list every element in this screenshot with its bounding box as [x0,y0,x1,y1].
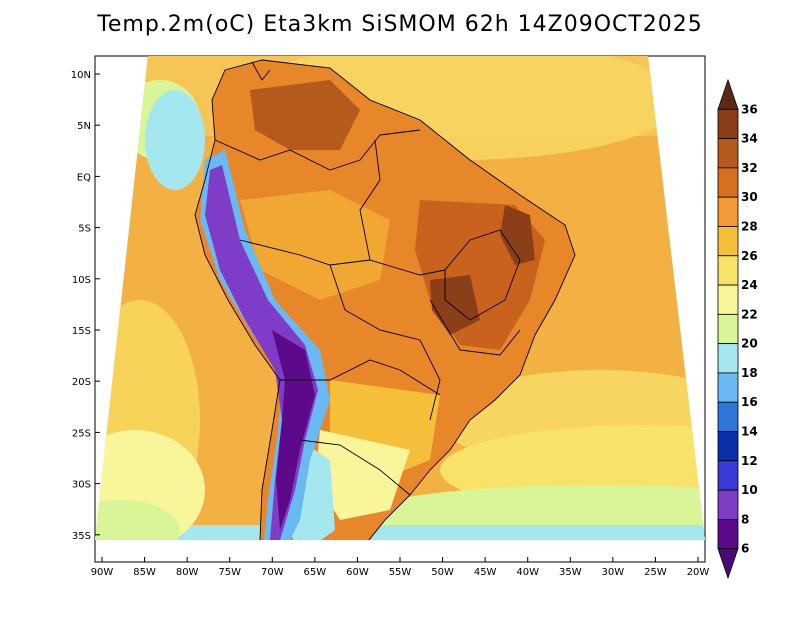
colorbar-label: 24 [741,278,758,292]
colorbar-segment [717,167,739,198]
colorbar-segment [717,519,739,550]
colorbar-label: 22 [741,307,758,321]
colorbar-segment [717,372,739,403]
lon-tick-label: 35W [559,567,582,578]
lat-tick-label: 5N [77,121,91,132]
lon-tick-label: 25W [644,567,667,578]
colorbar-arrow-bottom [717,548,739,580]
lon-tick-label: 20W [687,567,710,578]
colorbar-segment [717,138,739,169]
lon-tick-label: 85W [133,567,156,578]
colorbar-label: 18 [741,366,758,380]
lon-tick-label: 65W [304,567,327,578]
lat-tick-label: 30S [72,480,91,491]
lat-tick-label: 10S [72,275,91,286]
lon-tick-label: 30W [602,567,625,578]
colorbar-segment [717,460,739,491]
colorbar-label: 30 [741,190,758,204]
colorbar-segment [717,284,739,315]
colorbar-segment [717,343,739,374]
map-title: Temp.2m(oC) Eta3km SiSMOM 62h 14Z09OCT20… [97,12,703,37]
lat-tick-label: 20S [72,377,91,388]
lon-tick-label: 80W [176,567,199,578]
colorbar-label: 34 [741,132,758,146]
lat-tick-label: 5S [78,224,91,235]
lat-tick-label: 15S [72,326,91,337]
colorbar-segment [717,431,739,462]
longitude-axis: 90W 85W 80W 75W 70W 65W 60W 55W 50W 45W 40W 35W 30W 2… [91,557,710,578]
lat-tick-label: 25S [72,428,91,439]
colorbar-label: 28 [741,219,758,233]
colorbar-segment [717,313,739,345]
lon-tick-label: 60W [346,567,369,578]
colorbar-segment [717,401,739,432]
colorbar-label: 16 [741,395,758,409]
lon-tick-label: 50W [431,567,454,578]
temperature-field [95,56,705,540]
colorbar-label: 10 [741,483,758,497]
colorbar-label: 26 [741,249,758,263]
lon-tick-label: 75W [218,567,241,578]
colorbar-label: 12 [741,454,758,468]
colorbar-label: 32 [741,161,758,175]
colorbar-segment [717,489,739,520]
lon-tick-label: 40W [516,567,539,578]
colorbar-arrow-top [717,78,739,110]
colorbar-label: 14 [741,425,758,439]
lon-tick-label: 70W [261,567,284,578]
colorbar-segment [717,255,739,286]
lon-tick-label: 45W [474,567,497,578]
lat-tick-label: 10N [71,70,91,81]
colorbar-label: 8 [741,512,749,526]
colorbar: 36 34 32 30 28 26 24 22 20 18 16 14 12 10 8 6 [717,78,758,580]
boundaries [194,59,576,540]
colorbar-segment [717,108,739,139]
colorbar-label: 36 [741,102,758,116]
lon-tick-label: 55W [389,567,412,578]
colorbar-segment [717,226,739,257]
lon-tick-label: 90W [91,567,114,578]
lat-tick-label: 35S [72,531,91,542]
latitude-axis: 10N 5N EQ 5S 10S 15S 20S 25S 30S 35S [71,70,100,542]
colorbar-label: 20 [741,337,758,351]
colorbar-segment [717,196,739,227]
lat-tick-label: EQ [77,172,91,183]
colorbar-label: 6 [741,542,749,556]
